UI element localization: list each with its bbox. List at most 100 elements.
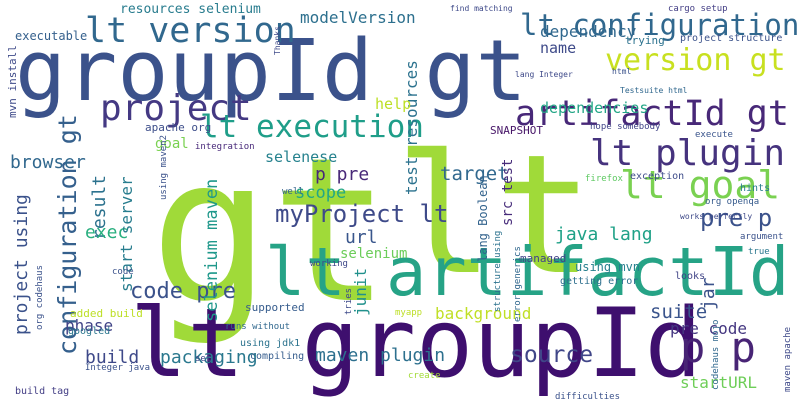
- word: test resources: [402, 60, 421, 195]
- word: find matching: [450, 4, 513, 13]
- word: lt plugin: [590, 133, 785, 174]
- word: execute: [695, 130, 733, 140]
- word: argument: [740, 232, 783, 242]
- word: exec: [85, 222, 128, 243]
- word: looks: [675, 271, 705, 282]
- word: getting error: [560, 276, 638, 287]
- word: apache org: [145, 121, 211, 134]
- word: dependency: [540, 22, 637, 41]
- word: exception: [630, 171, 684, 182]
- word: org openqa: [705, 197, 759, 207]
- word: executable: [15, 29, 87, 43]
- word: selenium maven: [202, 179, 222, 322]
- word: true: [748, 247, 770, 257]
- word: lt: [395, 119, 594, 311]
- word: name: [540, 39, 576, 57]
- word: dependencies: [540, 99, 648, 117]
- word: pre p: [700, 204, 772, 232]
- word: runs without: [225, 322, 290, 332]
- word: using jdk1: [240, 338, 300, 349]
- word: jar: [698, 277, 719, 310]
- word: well: [282, 187, 304, 197]
- word: tries: [344, 288, 354, 315]
- word: suite: [650, 301, 707, 323]
- word: startURL: [680, 373, 757, 392]
- word: code pre: [130, 279, 236, 304]
- word: selenium: [340, 246, 407, 262]
- word: maven apache: [783, 327, 793, 392]
- word: result: [89, 175, 110, 240]
- word: SNAPSHOT: [490, 124, 543, 137]
- word: difficulties: [555, 392, 620, 400]
- word: project using: [11, 194, 32, 335]
- word: error generics: [513, 246, 523, 322]
- word: p pre: [315, 164, 369, 185]
- word: trying: [625, 34, 665, 47]
- word: working: [310, 259, 348, 269]
- word: version gt: [605, 43, 786, 78]
- word: mvn install: [6, 45, 19, 118]
- word: managed: [520, 252, 566, 265]
- word: added build: [70, 307, 143, 320]
- word: maven plugin: [315, 345, 445, 366]
- word: artifactId gt: [515, 94, 789, 134]
- word: org codehaus: [35, 265, 45, 330]
- word: codehaus mojo: [711, 320, 721, 390]
- word: project: [100, 88, 252, 129]
- word: using maven2: [159, 135, 169, 200]
- word: myapp: [395, 308, 422, 318]
- word: hints: [740, 183, 770, 194]
- word: build tag: [15, 386, 69, 397]
- word: start server: [117, 176, 136, 292]
- word: googled: [68, 326, 110, 337]
- word: configuration gt: [53, 114, 82, 355]
- word: create: [408, 371, 441, 381]
- word: integration: [195, 142, 255, 152]
- word: Testsuite html: [620, 86, 688, 95]
- word: lt configuration: [520, 8, 799, 42]
- word: lt artifactId: [265, 233, 789, 311]
- word: groupId gt: [15, 22, 527, 121]
- word: pre code: [670, 319, 747, 338]
- word: url: [345, 227, 378, 248]
- word: gt: [150, 115, 391, 348]
- word: target: [440, 163, 509, 185]
- word: lt version: [85, 11, 296, 51]
- word: html: [612, 67, 631, 76]
- word: scope: [295, 183, 346, 203]
- word: java lang: [555, 224, 653, 245]
- word: background: [435, 304, 531, 323]
- word: supported: [245, 301, 305, 314]
- word: modelVersion: [300, 8, 416, 27]
- word: myProject lt: [275, 200, 448, 228]
- word: goal: [155, 136, 189, 152]
- word: using mvn: [575, 260, 640, 274]
- word: lt goal: [620, 163, 780, 207]
- word: cargo setup: [668, 4, 728, 14]
- word: compiling: [250, 351, 304, 362]
- word: source: [510, 342, 593, 368]
- word: selenese: [265, 148, 337, 166]
- word: browser: [10, 152, 86, 173]
- word: lang Integer: [515, 70, 573, 79]
- word: packaging: [160, 347, 258, 368]
- word: Integer java: [85, 363, 150, 373]
- word: lt execution: [200, 109, 424, 145]
- word: junit: [351, 268, 370, 316]
- word: set: [195, 354, 211, 364]
- word: hope somebody: [590, 122, 661, 132]
- word: lang Boolean: [476, 175, 490, 262]
- word: firefox: [585, 174, 624, 184]
- word: p p: [680, 323, 756, 372]
- word: lt groupId: [130, 289, 702, 399]
- word: resources selenium: [120, 2, 261, 17]
- word: structure using: [493, 231, 503, 312]
- word: works perfectly: [680, 212, 752, 221]
- word: src test: [500, 159, 516, 226]
- word: project structure: [680, 33, 782, 44]
- word: Thanks: [273, 26, 282, 55]
- word: code: [112, 267, 134, 277]
- word: build: [85, 347, 139, 368]
